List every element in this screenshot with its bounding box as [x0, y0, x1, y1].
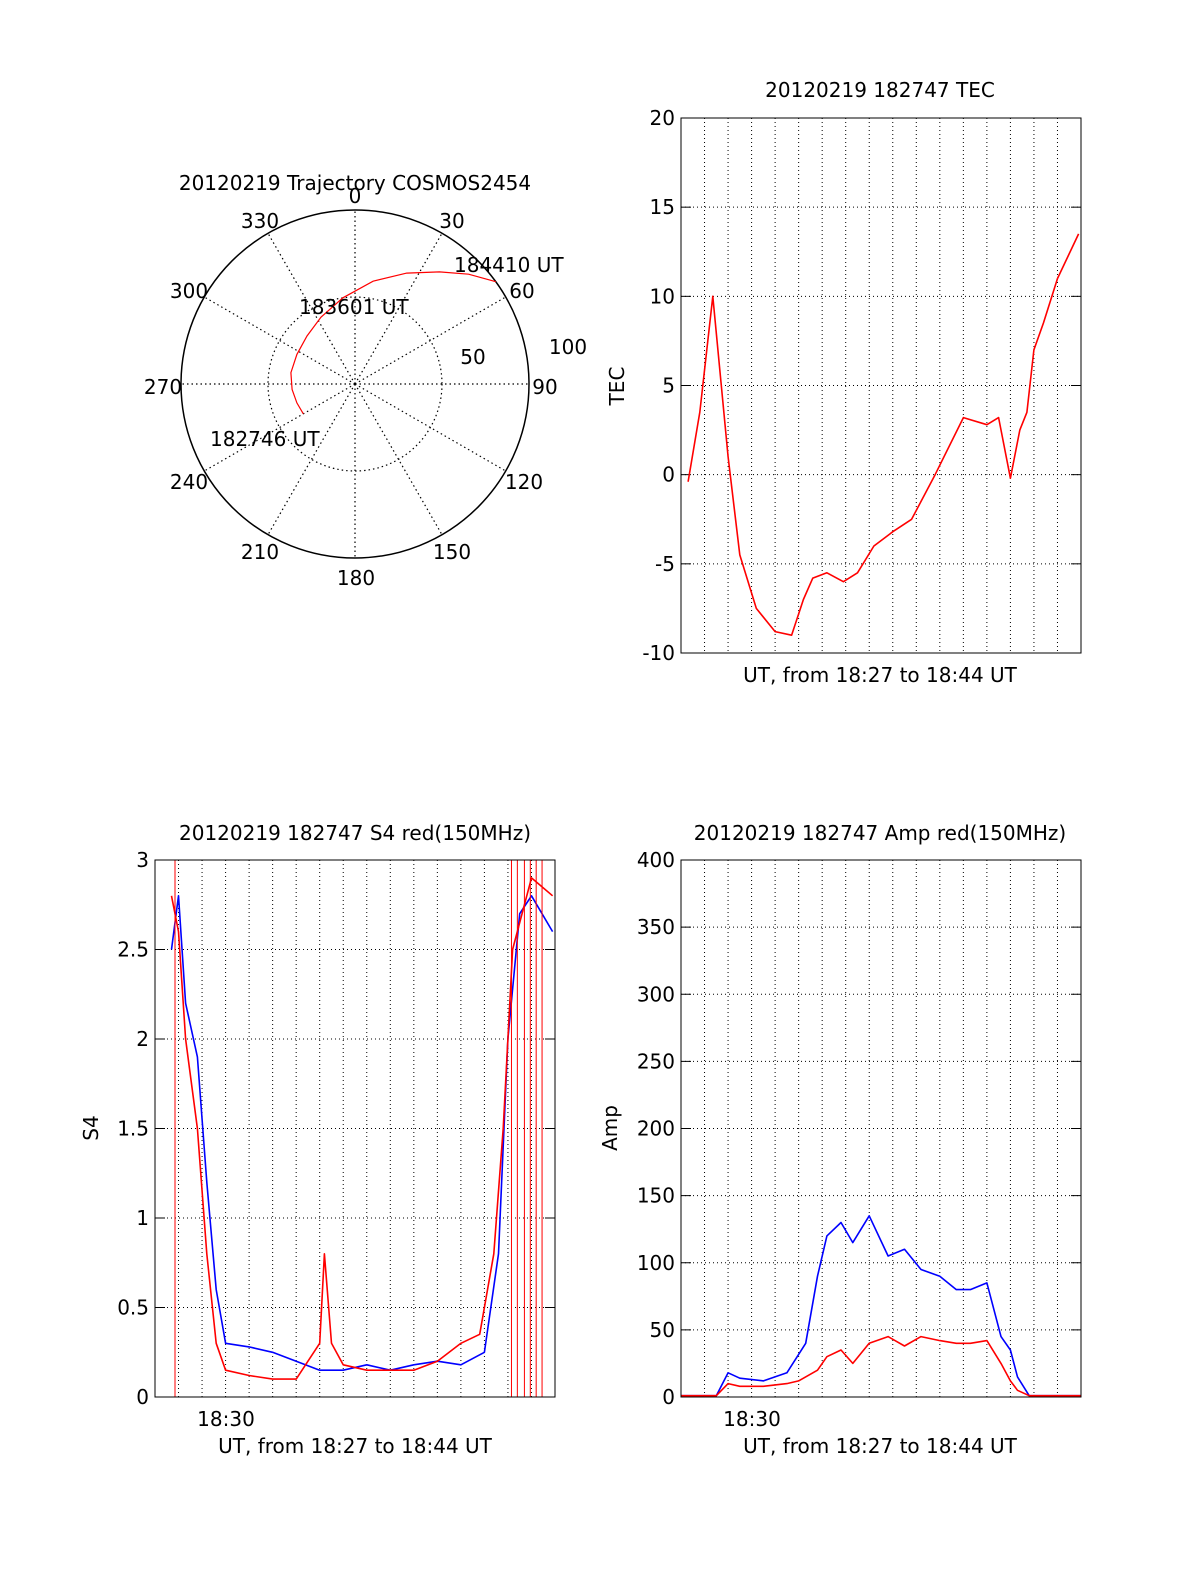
tec-series [687, 233, 1080, 636]
tec-series-red-0 [687, 233, 1080, 636]
trajectory-line [290, 271, 496, 415]
azimuth-label-90: 90 [532, 375, 557, 399]
azimuth-label-180: 180 [337, 566, 375, 590]
tec-ytick-label-1: -5 [655, 552, 675, 576]
amp-chart-title: 20120219 182747 Amp red(150MHz) [694, 821, 1066, 845]
trajectory-series [290, 271, 496, 415]
annotation-end-time: 184410 UT [454, 253, 564, 277]
tec-ytick-label-4: 10 [650, 284, 675, 308]
amp-series [681, 1215, 1081, 1397]
tec-x-axis-label: UT, from 18:27 to 18:44 UT [743, 663, 1018, 687]
amp-ytick-label-2: 100 [637, 1251, 675, 1275]
s4-ytick-label-0: 0 [136, 1385, 149, 1409]
tec-plot-frame [680, 117, 1082, 654]
azimuth-label-330: 330 [241, 209, 279, 233]
amp-ytick-label-4: 200 [637, 1117, 675, 1141]
polar-grid [180, 209, 530, 559]
radial-label-100: 100 [549, 335, 587, 359]
amp-chart: 20120219 182747 Amp red(150MHz) 0 50 100 15… [598, 821, 1082, 1458]
s4-ytick-label-2: 1 [136, 1206, 149, 1230]
polar-outer-ring [180, 209, 530, 559]
polar-spoke-150 [354, 383, 443, 535]
s4-series [170, 860, 554, 1397]
annotation-mid-time: 183601 UT [299, 295, 409, 319]
azimuth-label-270: 270 [144, 375, 182, 399]
azimuth-label-210: 210 [241, 540, 279, 564]
polar-spoke-120 [354, 383, 506, 472]
polar-spoke-300 [204, 296, 356, 385]
s4-y-tick-labels: 0 0.5 1 1.5 2 2.5 3 [117, 848, 149, 1409]
polar-spoke-330 [267, 233, 356, 385]
polar-spoke-210 [267, 383, 356, 535]
s4-ytick-label-1: 0.5 [117, 1296, 149, 1320]
azimuth-label-300: 300 [170, 279, 208, 303]
tec-ytick-label-5: 15 [650, 195, 675, 219]
tec-ytick-label-0: -10 [642, 641, 675, 665]
tec-chart: 20120219 182747 TEC -10 -5 0 5 10 15 20 TEC UT… [605, 78, 1082, 687]
amp-series-blue-0 [681, 1215, 1081, 1397]
amp-series-red-1 [681, 1335, 1081, 1397]
polar-spoke-240 [204, 383, 356, 472]
tec-ytick-label-2: 0 [662, 463, 675, 487]
polar-azimuth-labels: 0 30 60 90 120 150 180 210 240 270 300 3… [144, 184, 558, 590]
s4-ytick-label-5: 2.5 [117, 938, 149, 962]
amp-ytick-label-8: 400 [637, 848, 675, 872]
azimuth-label-150: 150 [433, 540, 471, 564]
s4-y-axis-label: S4 [79, 1115, 103, 1140]
s4-series-red-1 [170, 877, 554, 1380]
amp-y-axis-label: Amp [598, 1105, 622, 1151]
azimuth-label-240: 240 [170, 470, 208, 494]
s4-ytick-label-3: 1.5 [117, 1117, 149, 1141]
polar-trajectory-chart: 20120219 Trajectory COSMOS2454 0 30 60 9… [144, 171, 587, 590]
amp-ytick-label-3: 150 [637, 1184, 675, 1208]
azimuth-label-0: 0 [349, 184, 362, 208]
tec-ytick-label-6: 20 [650, 106, 675, 130]
s4-series-blue-0 [170, 895, 554, 1371]
azimuth-label-30: 30 [439, 209, 464, 233]
amp-grid [681, 859, 1081, 1398]
polar-spoke-60 [354, 296, 506, 385]
tec-y-tick-labels: -10 -5 0 5 10 15 20 [642, 106, 675, 665]
s4-x-axis-label: UT, from 18:27 to 18:44 UT [218, 1434, 493, 1458]
amp-x-tick-label: 18:30 [723, 1407, 781, 1431]
amp-ytick-label-1: 50 [650, 1318, 675, 1342]
s4-ytick-label-4: 2 [136, 1027, 149, 1051]
tec-chart-title: 20120219 182747 TEC [765, 78, 995, 102]
polar-spoke-30 [354, 233, 443, 385]
s4-chart-title: 20120219 182747 S4 red(150MHz) [179, 821, 531, 845]
radial-label-50: 50 [460, 345, 485, 369]
s4-plot-frame [154, 859, 556, 1398]
tec-y-axis-label: TEC [605, 367, 629, 407]
tec-grid [681, 117, 1081, 654]
s4-ytick-label-6: 3 [136, 848, 149, 872]
s4-grid [155, 859, 555, 1398]
amp-plot-frame [680, 859, 1082, 1398]
amp-x-axis-label: UT, from 18:27 to 18:44 UT [743, 1434, 1018, 1458]
azimuth-label-60: 60 [509, 279, 534, 303]
amp-ytick-label-6: 300 [637, 982, 675, 1006]
amp-y-tick-labels: 0 50 100 150 200 250 300 350 400 [637, 848, 675, 1409]
azimuth-label-120: 120 [505, 470, 543, 494]
s4-chart: 20120219 182747 S4 red(150MHz) 0 0.5 1 1.5 2… [79, 821, 556, 1458]
amp-ytick-label-0: 0 [662, 1385, 675, 1409]
amp-ytick-label-7: 350 [637, 915, 675, 939]
tec-ytick-label-3: 5 [662, 374, 675, 398]
s4-x-tick-label: 18:30 [197, 1407, 255, 1431]
annotation-start-time: 182746 UT [210, 427, 320, 451]
amp-ytick-label-5: 250 [637, 1049, 675, 1073]
polar-chart-title: 20120219 Trajectory COSMOS2454 [179, 171, 531, 195]
